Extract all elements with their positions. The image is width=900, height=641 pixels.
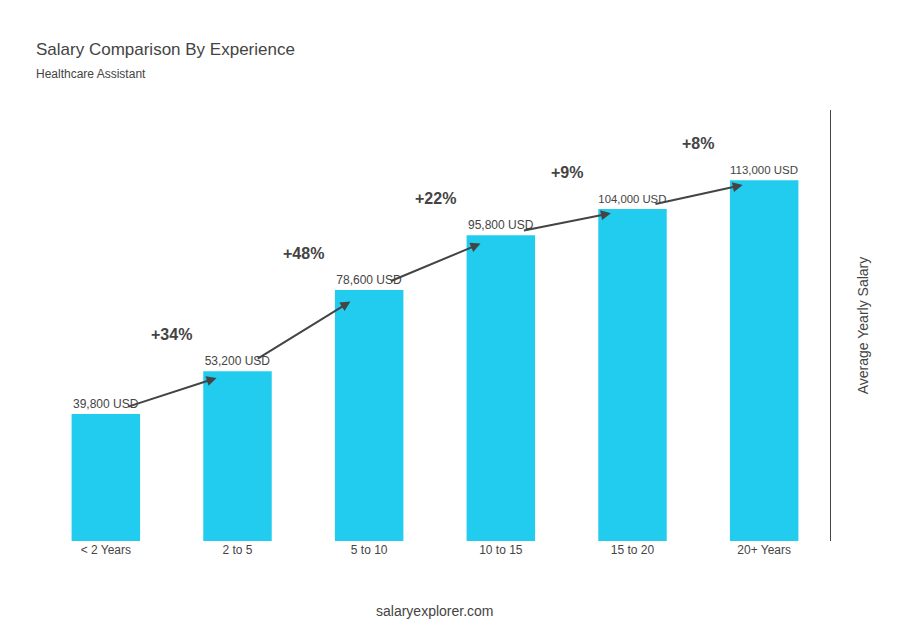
svg-text:95,800 USD: 95,800 USD [468, 218, 534, 232]
svg-text:5 to 10: 5 to 10 [351, 543, 388, 557]
svg-text:104,000 USD: 104,000 USD [598, 193, 666, 205]
svg-text:+22%: +22% [415, 190, 456, 207]
svg-text:+8%: +8% [682, 135, 714, 152]
svg-text:39,800 USD: 39,800 USD [73, 397, 139, 411]
svg-text:113,000 USD: 113,000 USD [730, 164, 798, 176]
svg-text:+48%: +48% [283, 245, 324, 262]
svg-text:< 2 Years: < 2 Years [81, 543, 131, 557]
svg-text:+9%: +9% [551, 164, 583, 181]
svg-text:78,600 USD: 78,600 USD [336, 273, 402, 287]
svg-text:15 to 20: 15 to 20 [611, 543, 655, 557]
svg-text:Healthcare Assistant: Healthcare Assistant [36, 67, 146, 81]
svg-text:Average Yearly Salary: Average Yearly Salary [855, 257, 871, 395]
svg-text:salaryexplorer.com: salaryexplorer.com [376, 603, 494, 619]
svg-text:+34%: +34% [151, 326, 192, 343]
svg-text:20+ Years: 20+ Years [737, 543, 791, 557]
svg-text:53,200 USD: 53,200 USD [205, 354, 271, 368]
svg-text:2 to 5: 2 to 5 [222, 543, 252, 557]
svg-text:Salary Comparison By Experienc: Salary Comparison By Experience [36, 40, 295, 59]
svg-text:10 to 15: 10 to 15 [479, 543, 523, 557]
